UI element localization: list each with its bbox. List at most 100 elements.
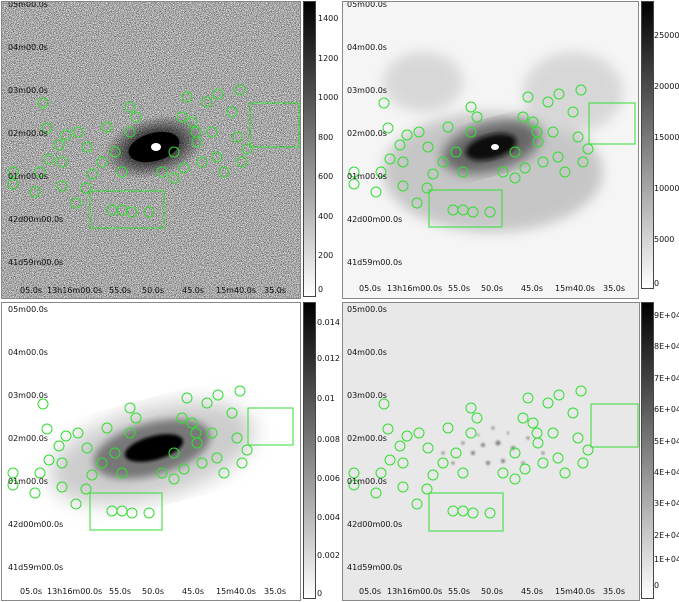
- source-marker: [397, 180, 409, 192]
- dec-label: 05m00.0s: [347, 1, 387, 9]
- source-marker: [413, 427, 425, 439]
- dec-label: 03m00.0s: [8, 86, 48, 95]
- source-marker: [531, 427, 543, 439]
- source-marker: [397, 156, 409, 168]
- dec-label: 41d59m00.0s: [347, 563, 403, 572]
- source-marker: [450, 146, 462, 158]
- source-marker: [37, 97, 49, 109]
- ra-label: 45.0s: [521, 284, 543, 293]
- source-marker: [537, 156, 549, 168]
- colorbar-tick: 4E+04: [654, 468, 679, 477]
- source-marker: [422, 442, 434, 454]
- source-marker: [126, 507, 138, 519]
- source-marker: [212, 389, 224, 401]
- source-marker: [484, 507, 496, 519]
- source-marker: [168, 146, 180, 158]
- source-marker: [37, 398, 49, 410]
- region-box-tr-bottom: [428, 189, 503, 228]
- source-marker: [7, 166, 19, 178]
- source-marker: [384, 153, 396, 165]
- source-marker: [582, 444, 594, 456]
- source-marker: [176, 412, 188, 424]
- source-marker: [43, 454, 55, 466]
- colorbar-tick: 15000: [654, 133, 679, 142]
- source-marker: [572, 432, 584, 444]
- source-marker: [124, 101, 136, 113]
- ra-label: 45.0s: [521, 587, 543, 596]
- colorbar-tick: 800: [318, 133, 334, 142]
- source-marker: [34, 166, 46, 178]
- colorbar-tick: 0.002: [317, 551, 340, 560]
- source-marker: [176, 111, 188, 123]
- source-marker: [411, 498, 423, 510]
- image-top-left-svg: [2, 2, 300, 298]
- source-marker: [86, 168, 98, 180]
- source-marker: [43, 153, 55, 165]
- source-marker: [96, 457, 108, 469]
- source-marker: [56, 180, 68, 192]
- source-marker: [206, 126, 218, 138]
- source-marker: [517, 412, 529, 424]
- source-marker: [457, 166, 469, 178]
- ra-label: 35.0s: [603, 284, 625, 293]
- source-marker: [537, 457, 549, 469]
- source-marker: [236, 156, 248, 168]
- source-marker: [190, 126, 202, 138]
- source-marker: [397, 457, 409, 469]
- colorbar-tick: 1400: [318, 14, 339, 23]
- source-marker: [211, 151, 223, 163]
- dec-label: 01m00.0s: [8, 477, 48, 486]
- dec-label: 42d00m00.0s: [347, 215, 403, 224]
- source-marker: [465, 402, 477, 414]
- source-marker: [7, 467, 19, 479]
- ra-label: 35.0s: [264, 286, 286, 295]
- source-marker: [527, 116, 539, 128]
- source-marker: [519, 162, 531, 174]
- source-marker: [582, 143, 594, 155]
- ra-label: 55.0s: [448, 284, 470, 293]
- source-marker: [70, 498, 82, 510]
- source-marker: [509, 146, 521, 158]
- ra-label: 15m40.0s: [216, 286, 256, 295]
- ra-label: 05.0s: [20, 286, 42, 295]
- source-marker: [553, 88, 565, 100]
- source-marker: [41, 122, 53, 134]
- source-marker: [109, 146, 121, 158]
- colorbar-tick: 6E+04: [654, 405, 679, 414]
- source-marker: [53, 440, 65, 452]
- source-marker: [542, 397, 554, 409]
- source-marker: [60, 430, 72, 442]
- source-marker: [509, 172, 521, 184]
- source-marker: [186, 417, 198, 429]
- source-marker: [517, 111, 529, 123]
- source-marker: [577, 156, 589, 168]
- colorbar-tick: 1200: [318, 54, 339, 63]
- source-marker: [547, 427, 559, 439]
- colorbar-top-right: [641, 1, 654, 289]
- ra-label: 13h16m00.0s: [47, 587, 103, 596]
- colorbar-top-left: [303, 1, 316, 297]
- source-marker: [348, 178, 360, 190]
- source-marker: [522, 392, 534, 404]
- source-marker: [29, 186, 41, 198]
- colorbar-tick: 0: [654, 279, 660, 288]
- dec-label: 04m00.0s: [8, 348, 48, 357]
- source-marker: [72, 126, 84, 138]
- dec-label: 02m00.0s: [347, 129, 387, 138]
- colorbar-tick: 2E+04: [654, 531, 679, 540]
- dec-label: 42d00m00.0s: [8, 520, 64, 529]
- dec-label: 03m00.0s: [347, 391, 387, 400]
- dec-label: 02m00.0s: [8, 434, 48, 443]
- colorbar-tick: 3E+04: [654, 499, 679, 508]
- colorbar-tick: 10000: [654, 184, 679, 193]
- source-marker: [234, 385, 246, 397]
- ra-label: 55.0s: [109, 286, 131, 295]
- source-marker: [241, 143, 253, 155]
- source-marker: [56, 481, 68, 493]
- dec-label: 04m00.0s: [347, 348, 387, 357]
- source-marker: [143, 507, 155, 519]
- source-marker: [442, 422, 454, 434]
- source-marker: [116, 467, 128, 479]
- dec-label: 42d00m00.0s: [8, 215, 64, 224]
- source-marker: [375, 166, 387, 178]
